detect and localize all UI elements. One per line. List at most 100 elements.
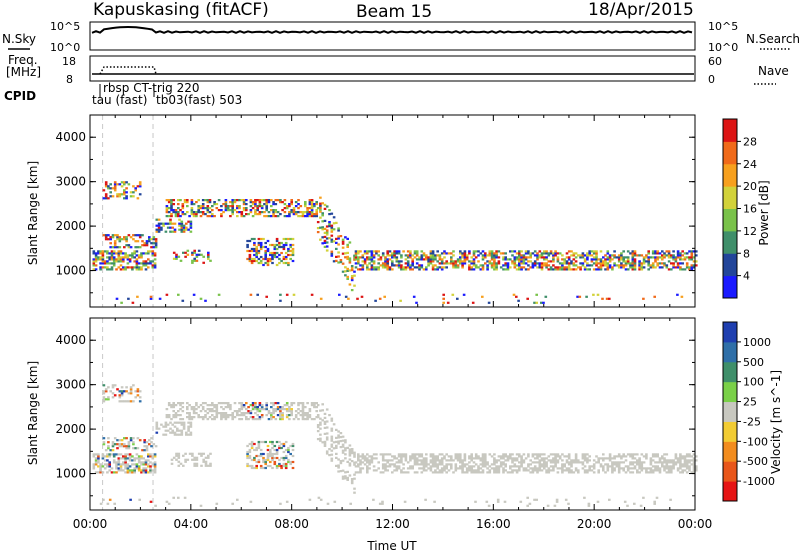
- echo-cell: [592, 252, 596, 255]
- echo-cell: [117, 258, 121, 261]
- echo-cell: [104, 238, 108, 241]
- echo-cell: [110, 250, 114, 253]
- echo-cell: [344, 475, 347, 478]
- echo-cell: [251, 201, 255, 204]
- echo-cell: [459, 252, 462, 255]
- echo-cell: [282, 261, 286, 265]
- echo-cell: [265, 201, 268, 204]
- echo-cell: [257, 243, 261, 247]
- echo-cell: [518, 467, 521, 470]
- echo-cell: [165, 414, 169, 417]
- echo-cell: [647, 264, 650, 267]
- echo-cell: [323, 235, 327, 238]
- echo-cell: [558, 455, 562, 458]
- echo-cell: [274, 408, 278, 411]
- echo-cell: [117, 260, 121, 263]
- echo-cell: [330, 427, 334, 430]
- echo-cell: [502, 268, 505, 271]
- echo-cell: [452, 262, 455, 265]
- echo-cell: [191, 259, 194, 262]
- echo-cell: [113, 185, 117, 188]
- echo-cell: [692, 471, 696, 474]
- echo-cell: [186, 253, 190, 256]
- echo-cell: [470, 266, 473, 269]
- echo-cell: [290, 211, 293, 214]
- echo-cell: [474, 469, 478, 472]
- echo-cell: [527, 260, 530, 263]
- echo-cell: [547, 471, 551, 474]
- echo-cell: [238, 414, 241, 417]
- echo-cell: [445, 465, 448, 468]
- echo-cell: [124, 453, 127, 456]
- echo-cell: [547, 268, 551, 271]
- echo-cell: [251, 215, 255, 218]
- echo-cell: [242, 412, 246, 415]
- echo-cell: [236, 215, 239, 218]
- echo-cell: [690, 252, 694, 255]
- echo-cell: [468, 264, 471, 267]
- echo-cell: [344, 270, 347, 273]
- echo-cell: [459, 461, 462, 464]
- echo-cell: [131, 256, 134, 259]
- echo-cell: [400, 256, 403, 259]
- echo-cell: [144, 461, 148, 464]
- echo-cell: [667, 461, 671, 464]
- echo-cell: [497, 469, 501, 472]
- echo-cell: [520, 250, 523, 253]
- echo-cell: [452, 260, 455, 263]
- echo-cell: [177, 211, 180, 214]
- echo-cell: [273, 444, 277, 448]
- echo-cell: [193, 464, 196, 467]
- echo-cell: [273, 247, 277, 251]
- echo-cell: [663, 453, 666, 456]
- echo-cell: [170, 207, 173, 210]
- echo-cell: [663, 469, 666, 472]
- echo-cell: [224, 207, 228, 210]
- echo-cell: [285, 205, 289, 208]
- echo-cell: [531, 467, 535, 470]
- echo-cell: [248, 456, 252, 460]
- echo-cell: [536, 455, 539, 458]
- echo-cell: [665, 471, 669, 474]
- echo-cell: [595, 260, 598, 263]
- echo-cell: [170, 215, 173, 218]
- echo-cell: [463, 457, 467, 460]
- echo-cell: [258, 408, 262, 411]
- echo-cell: [481, 461, 485, 464]
- echo-cell: [126, 256, 130, 259]
- echo-cell: [477, 455, 480, 458]
- echo-cell: [411, 457, 414, 460]
- echo-cell: [101, 256, 105, 259]
- echo-cell: [117, 256, 121, 259]
- echo-cell: [341, 246, 345, 249]
- echo-cell: [270, 416, 273, 419]
- echo-cell: [391, 463, 394, 466]
- echo-cell: [108, 461, 111, 464]
- echo-cell: [497, 250, 501, 253]
- nave-tick-bottom: 0: [708, 73, 715, 86]
- echo-cell: [391, 256, 394, 259]
- echo-cell: [647, 258, 650, 261]
- echo-cell: [436, 254, 439, 257]
- echo-cell: [155, 423, 159, 426]
- echo-cell: [681, 469, 684, 472]
- echo-cell: [509, 250, 512, 253]
- echo-cell: [577, 469, 580, 472]
- echo-cell: [552, 461, 555, 464]
- echo-cell: [229, 404, 232, 407]
- echo-cell: [518, 250, 521, 253]
- echo-cell: [201, 211, 205, 214]
- echo-cell: [280, 251, 283, 255]
- echo-cell: [132, 441, 135, 444]
- echo-cell: [438, 459, 442, 462]
- echo-cell: [477, 471, 480, 474]
- echo-cell: [520, 461, 523, 464]
- echo-cell: [506, 262, 510, 265]
- echo-cell: [658, 457, 662, 460]
- echo-cell: [182, 421, 186, 424]
- echo-cell: [117, 453, 121, 456]
- echo-cell: [112, 256, 116, 259]
- echo-cell: [592, 459, 596, 462]
- echo-cell: [418, 459, 421, 462]
- echo-cell: [515, 469, 519, 472]
